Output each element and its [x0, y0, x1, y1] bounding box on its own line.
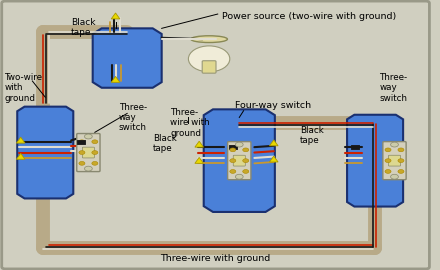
Circle shape	[235, 142, 243, 147]
FancyBboxPatch shape	[227, 141, 251, 180]
Text: Three-wire with ground: Three-wire with ground	[161, 254, 271, 263]
Polygon shape	[16, 153, 25, 159]
FancyBboxPatch shape	[77, 133, 100, 172]
Circle shape	[243, 148, 249, 152]
Text: Three-
way
switch: Three- way switch	[118, 103, 147, 132]
Circle shape	[235, 174, 243, 179]
FancyBboxPatch shape	[2, 1, 429, 269]
Circle shape	[230, 170, 236, 173]
Circle shape	[243, 170, 249, 173]
Ellipse shape	[191, 36, 227, 42]
Text: Four-way switch: Four-way switch	[235, 101, 311, 110]
Text: Two-wire
with
ground: Two-wire with ground	[4, 73, 42, 103]
Text: Three-
way
switch: Three- way switch	[379, 73, 407, 103]
Polygon shape	[111, 13, 120, 19]
Polygon shape	[204, 109, 275, 212]
Circle shape	[398, 148, 404, 152]
Circle shape	[391, 142, 398, 147]
Circle shape	[398, 159, 404, 163]
Polygon shape	[269, 156, 278, 162]
Text: Black
tape: Black tape	[71, 18, 95, 37]
Circle shape	[92, 161, 98, 165]
Polygon shape	[16, 137, 25, 143]
Circle shape	[385, 170, 391, 173]
Text: Power source (two-wire with ground): Power source (two-wire with ground)	[222, 12, 396, 21]
Circle shape	[79, 161, 85, 165]
Text: Three-
wire with
ground: Three- wire with ground	[170, 108, 210, 138]
Circle shape	[230, 159, 236, 163]
Polygon shape	[93, 28, 161, 88]
Circle shape	[92, 140, 98, 144]
Circle shape	[391, 174, 398, 179]
Circle shape	[188, 46, 230, 72]
Polygon shape	[195, 157, 203, 163]
Circle shape	[79, 151, 85, 154]
Circle shape	[79, 140, 85, 144]
Text: Black
tape: Black tape	[300, 126, 323, 145]
Circle shape	[92, 151, 98, 154]
Polygon shape	[269, 140, 278, 146]
FancyBboxPatch shape	[383, 141, 406, 180]
Circle shape	[398, 170, 404, 173]
Text: Black
tape: Black tape	[153, 134, 177, 153]
Circle shape	[385, 148, 391, 152]
Circle shape	[84, 134, 92, 139]
Circle shape	[230, 148, 236, 152]
Circle shape	[385, 159, 391, 163]
Circle shape	[243, 159, 249, 163]
FancyBboxPatch shape	[202, 61, 216, 73]
Polygon shape	[111, 76, 120, 82]
FancyBboxPatch shape	[233, 155, 246, 166]
Polygon shape	[17, 107, 73, 198]
Circle shape	[84, 166, 92, 171]
Polygon shape	[347, 115, 403, 207]
FancyBboxPatch shape	[82, 147, 95, 158]
Polygon shape	[195, 141, 203, 147]
FancyBboxPatch shape	[389, 155, 400, 166]
